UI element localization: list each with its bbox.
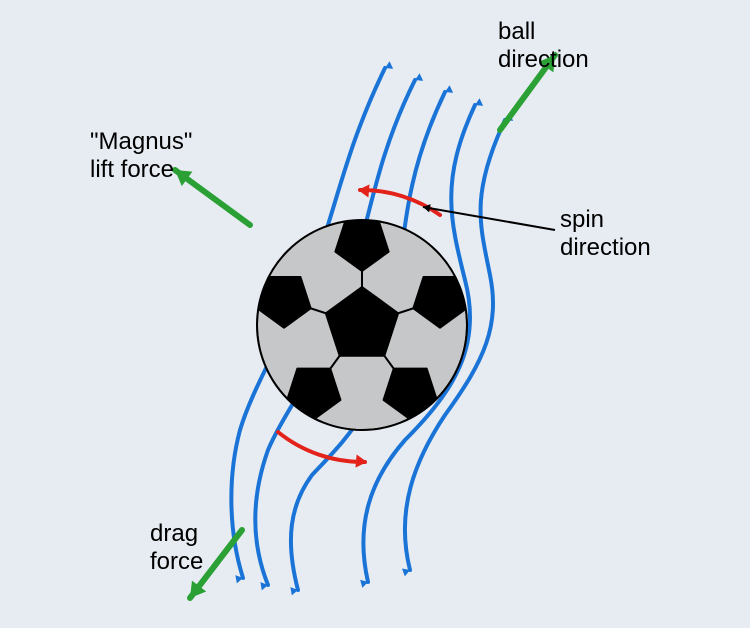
diagram-svg	[0, 0, 750, 628]
label-ball-direction: ball direction	[498, 18, 589, 73]
soccer-ball	[257, 220, 467, 430]
label-spin-direction: spin direction	[560, 206, 651, 261]
label-drag-force: drag force	[150, 520, 203, 575]
diagram-canvas: ball direction "Magnus" lift force spin …	[0, 0, 750, 628]
label-magnus-lift-force: "Magnus" lift force	[90, 128, 192, 183]
